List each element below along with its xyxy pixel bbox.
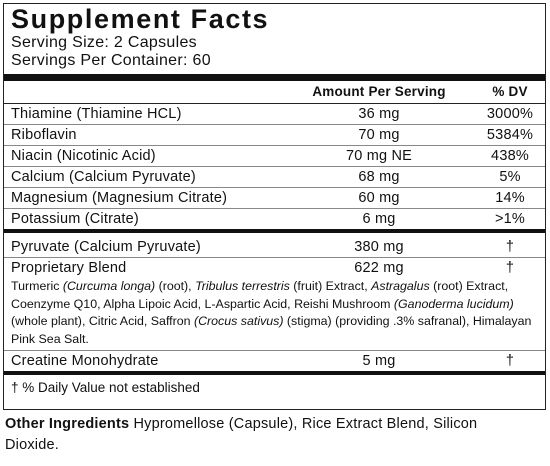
dv-header: % DV bbox=[492, 84, 528, 99]
nutrient-name: Magnesium (Magnesium Citrate) bbox=[11, 190, 228, 206]
description-part: Astragalus bbox=[371, 279, 430, 293]
daily-value: † bbox=[505, 353, 515, 369]
thick-rule bbox=[4, 371, 545, 375]
column-header: Amount Per Serving % DV bbox=[4, 81, 545, 104]
amount: 5 mg bbox=[362, 353, 396, 369]
description-part: (Crocus sativus) bbox=[193, 314, 284, 328]
amount: 60 mg bbox=[358, 190, 400, 206]
daily-value: 5% bbox=[499, 169, 521, 185]
blend-description: Turmeric (Curcuma longa) (root), Tribulu… bbox=[4, 278, 545, 351]
facts-panel: Supplement Facts Serving Size: 2 Capsule… bbox=[3, 3, 546, 410]
daily-value: >1% bbox=[494, 211, 526, 227]
nutrient-row: Pyruvate (Calcium Pyruvate) 380 mg † bbox=[4, 237, 545, 258]
daily-value: 5384% bbox=[486, 127, 534, 143]
amount: 622 mg bbox=[354, 260, 404, 276]
description-part: (stigma) (providing .3% safranal), Himal… bbox=[11, 314, 532, 346]
description-part: (root), bbox=[155, 279, 196, 293]
thick-rule bbox=[4, 229, 545, 233]
other-ingredients: Other Ingredients Hypromellose (Capsule)… bbox=[5, 414, 525, 456]
other-ingredients-label: Other Ingredients bbox=[5, 416, 130, 432]
daily-value: 438% bbox=[491, 148, 529, 164]
daily-value: 3000% bbox=[486, 106, 534, 122]
nutrient-name: Pyruvate (Calcium Pyruvate) bbox=[11, 239, 201, 255]
amount: 6 mg bbox=[362, 211, 396, 227]
nutrient-row: Creatine Monohydrate 5 mg † bbox=[4, 351, 545, 371]
description-part: Turmeric bbox=[11, 279, 63, 293]
nutrient-name: Thiamine (Thiamine HCL) bbox=[11, 106, 182, 122]
description-part: (Ganoderma lucidum) bbox=[393, 296, 514, 311]
servings-per-container: Servings Per Container: 60 bbox=[11, 52, 211, 69]
amount: 70 mg NE bbox=[345, 148, 413, 164]
daily-value: † bbox=[505, 260, 515, 276]
nutrient-name: Calcium (Calcium Pyruvate) bbox=[11, 169, 196, 185]
amount: 380 mg bbox=[354, 239, 404, 255]
nutrient-row: Proprietary Blend 622 mg † bbox=[4, 258, 545, 278]
daily-value: 14% bbox=[495, 190, 525, 206]
nutrient-row: Thiamine (Thiamine HCL) 36 mg 3000% bbox=[4, 104, 545, 125]
other-rows: Pyruvate (Calcium Pyruvate) 380 mg † Propri… bbox=[4, 237, 545, 278]
description-part: (Curcuma longa) bbox=[62, 279, 156, 293]
description-part: (root) Extract, Coenzyme Q10, Alpha Lipo… bbox=[11, 279, 509, 311]
amount: 36 mg bbox=[358, 106, 400, 122]
amount: 68 mg bbox=[358, 169, 400, 185]
nutrient-row: Potassium (Citrate) 6 mg >1% bbox=[4, 209, 545, 229]
nutrient-name: Creatine Monohydrate bbox=[11, 353, 159, 369]
nutrient-name: Proprietary Blend bbox=[11, 260, 127, 276]
description-part: (fruit) Extract, bbox=[289, 279, 372, 293]
serving-size: Serving Size: 2 Capsules bbox=[11, 34, 197, 51]
daily-value: † bbox=[505, 239, 515, 255]
amount: 70 mg bbox=[358, 127, 400, 143]
nutrient-name: Riboflavin bbox=[11, 127, 77, 143]
nutrient-row: Magnesium (Magnesium Citrate) 60 mg 14% bbox=[4, 188, 545, 209]
description-part: (whole plant), Citric Acid, Saffron bbox=[11, 314, 194, 328]
title: Supplement Facts bbox=[11, 4, 270, 34]
nutrient-name: Potassium (Citrate) bbox=[11, 211, 139, 227]
thick-rule bbox=[4, 74, 545, 81]
footnote: † % Daily Value not established bbox=[11, 380, 200, 395]
vitamin-rows: Thiamine (Thiamine HCL) 36 mg 3000% Ribofla… bbox=[4, 104, 545, 229]
nutrient-row: Riboflavin 70 mg 5384% bbox=[4, 125, 545, 146]
other-ingredients-text: Hypromellose (Capsule), Rice Extract Ble… bbox=[5, 416, 478, 453]
nutrient-name: Niacin (Nicotinic Acid) bbox=[11, 148, 156, 164]
nutrient-row: Calcium (Calcium Pyruvate) 68 mg 5% bbox=[4, 167, 545, 188]
nutrient-row: Niacin (Nicotinic Acid) 70 mg NE 438% bbox=[4, 146, 545, 167]
creatine-row: Creatine Monohydrate 5 mg † bbox=[4, 351, 545, 371]
amount-header: Amount Per Serving bbox=[312, 84, 446, 99]
description-part: Tribulus terrestris bbox=[195, 279, 290, 293]
